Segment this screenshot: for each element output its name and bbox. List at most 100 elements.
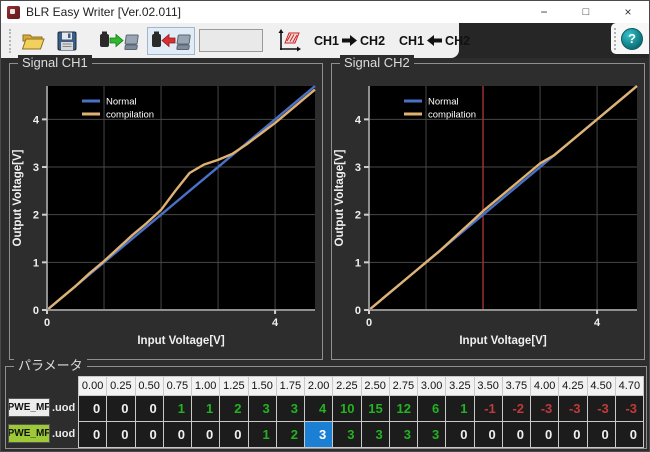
y-tick-label: 4 [355,114,362,126]
param-row-label-2: PWE_MF .uod [8,424,75,443]
param-cell[interactable]: 1 [192,396,220,421]
param-cell[interactable]: 0 [615,422,643,447]
param-cell[interactable]: 15 [361,396,389,421]
param-cell[interactable]: 3 [333,422,361,447]
open-folder-icon [21,34,45,49]
floppy-disk-icon [57,31,77,50]
param-cell[interactable]: 3 [248,396,276,421]
ch1-chart-canvas: 0 1 2 3 4 0 4 Input Voltage[V] Output Voltage[V]… [12,85,316,347]
param-header-cell: 3.00 [418,377,446,395]
x-axis-label: Input Voltage[V] [459,335,546,347]
param-cell[interactable]: 12 [389,396,417,421]
param-cell[interactable]: 3 [418,422,446,447]
file-chip-2[interactable]: PWE_MF [8,424,50,443]
open-file-button[interactable] [17,27,49,55]
x-tick-label: 0 [44,317,50,329]
param-cell[interactable]: 1 [163,396,191,421]
maximize-button[interactable]: □ [582,6,590,18]
param-cell[interactable]: -3 [615,396,643,421]
param-cell[interactable]: 1 [446,396,474,421]
param-cell[interactable]: 0 [220,422,248,447]
window-controls: − □ × [523,1,649,23]
param-cell[interactable]: 1 [248,422,276,447]
series-compilation [46,88,316,311]
ch2-chart-canvas: 0 1 2 3 4 0 4 Input Voltage[V] Output Voltage[V]… [334,85,638,347]
param-cell[interactable]: 2 [220,396,248,421]
param-cell[interactable]: 3 [276,396,304,421]
param-header-cell: 4.70 [615,377,643,395]
param-cell[interactable]: 0 [474,422,502,447]
x-axis-label: Input Voltage[V] [137,335,224,347]
signal-ch1-group-title: Signal CH1 [18,55,92,71]
close-button[interactable]: × [624,5,632,19]
y-tick-label: 1 [355,257,361,269]
param-header-cell: 4.00 [531,377,559,395]
read-from-device-button[interactable] [147,26,195,55]
legend-label: Normal [106,97,137,108]
read-device-icon [152,31,191,50]
copy-ch1-to-ch2-button[interactable]: CH1 CH2 [309,27,390,55]
param-cell[interactable]: 0 [135,396,163,421]
minimize-button[interactable]: − [540,5,548,19]
toolbar-text-field[interactable] [199,29,263,52]
copy-ch2-to-ch1-button[interactable]: CH1 CH2 [394,27,475,55]
parameter-group-title: パラメータ [14,358,87,374]
param-header-cell: 2.00 [305,377,333,395]
save-button[interactable] [53,27,81,55]
param-cell[interactable]: -2 [502,396,530,421]
param-cell[interactable]: 0 [559,422,587,447]
window-title: BLR Easy Writer [Ver.02.011] [26,5,181,19]
app-icon [7,5,20,19]
param-cell[interactable]: 6 [418,396,446,421]
y-axis-label: Output Voltage[V] [12,149,24,246]
param-cell[interactable]: 2 [276,422,304,447]
param-cell[interactable]: 0 [446,422,474,447]
param-cell[interactable]: 0 [587,422,615,447]
help-toolbar-segment: ? [611,23,649,54]
file-ext-2: .uod [52,427,76,440]
param-cell[interactable]: 0 [531,422,559,447]
param-cell[interactable]: 10 [333,396,361,421]
param-cell[interactable]: 0 [107,396,135,421]
param-header-cell: 0.50 [135,377,163,395]
param-cell[interactable]: 0 [79,396,107,421]
param-cell[interactable]: 3 [305,422,333,447]
signal-ch2-group-title: Signal CH2 [340,55,414,71]
toolbar-row: CH1 CH2 CH1 CH2 ? [1,23,649,58]
param-cell[interactable]: 0 [79,422,107,447]
main-area: Signal CH1 0 1 2 3 4 0 4 Input Voltage[V] Output… [1,55,649,451]
param-row-label-1: PWE_MF .uod [8,398,75,417]
x-tick-label: 0 [366,317,372,329]
param-header-cell: 0.25 [107,377,135,395]
y-axis-label: Output Voltage[V] [334,149,346,246]
param-header-cell: 0.75 [163,377,191,395]
write-to-device-button[interactable] [95,27,143,55]
signal-ch1-group: Signal CH1 0 1 2 3 4 0 4 Input Voltage[V] Output… [9,55,323,360]
file-chip-1[interactable]: PWE_MF [8,398,50,417]
help-button[interactable]: ? [621,27,643,50]
param-cell[interactable]: -1 [474,396,502,421]
transfer-label-left: CH1 [399,33,425,48]
param-cell[interactable]: 0 [192,422,220,447]
param-cell[interactable]: 0 [107,422,135,447]
graph-setting-button[interactable] [273,27,305,55]
param-header-cell: 4.25 [559,377,587,395]
param-header-cell: 1.25 [220,377,248,395]
toolbar: CH1 CH2 CH1 CH2 [1,23,470,58]
param-cell[interactable]: 3 [389,422,417,447]
y-tick-label: 0 [355,305,361,317]
y-tick-label: 3 [33,162,39,174]
param-cell[interactable]: 3 [361,422,389,447]
param-cell[interactable]: -3 [559,396,587,421]
arrow-right-icon [342,35,358,46]
param-header-cell: 3.50 [474,377,502,395]
param-cell[interactable]: 0 [163,422,191,447]
param-cell[interactable]: 0 [135,422,163,447]
param-cell[interactable]: -3 [587,396,615,421]
param-cell[interactable]: 4 [305,396,333,421]
param-cell[interactable]: 0 [502,422,530,447]
x-tick-label: 4 [272,317,279,329]
write-device-icon [100,31,139,50]
param-cell[interactable]: -3 [531,396,559,421]
